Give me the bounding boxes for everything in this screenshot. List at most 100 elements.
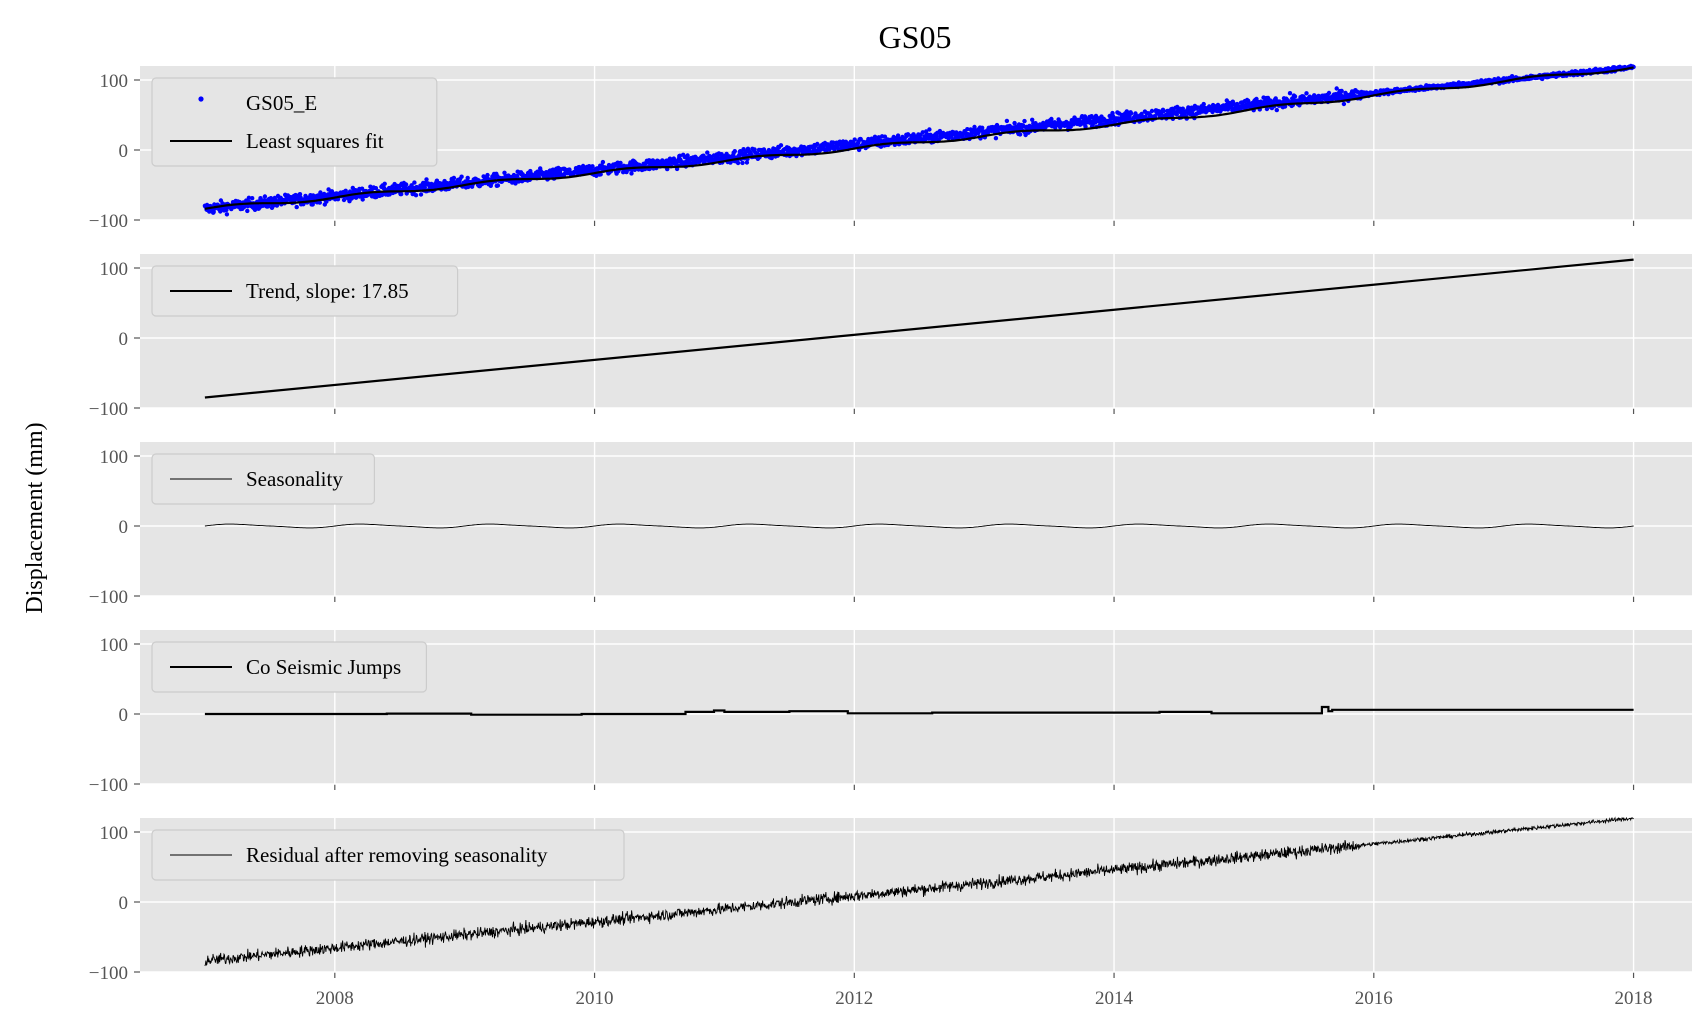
panel-trend: −100 0 100 Trend, slope: 17.85 [89,254,1692,420]
data-point [1292,94,1298,99]
data-point [382,181,387,186]
y-tick-label: −100 [89,963,128,984]
series-line [204,816,1634,967]
data-point [1083,124,1088,129]
data-point [1012,120,1017,126]
data-point [224,212,230,217]
legend-box [151,77,438,167]
data-point [1017,132,1023,137]
series-line [204,523,1634,529]
y-tick-label: 100 [100,823,129,844]
legend-box [151,641,427,693]
data-point [211,209,216,215]
legend-label: GS05_E [246,91,317,115]
y-tick-label: 0 [119,329,129,350]
y-tick-label: 100 [100,71,129,92]
data-point [905,132,911,137]
data-point [262,194,268,199]
data-point [360,197,365,202]
data-point [705,150,710,155]
x-tick-label: 2014 [1095,988,1134,1009]
data-point [1326,90,1332,96]
data-point [1030,117,1035,123]
data-point [891,134,896,140]
y-tick-label: −100 [89,399,128,420]
y-tick-label: 100 [100,447,129,468]
x-tick-label: 2018 [1615,988,1653,1009]
y-tick-label: 100 [100,259,129,280]
legend-label: Residual after removing seasonality [246,843,548,867]
legend-label: Co Seismic Jumps [246,655,401,679]
data-point [618,160,623,166]
data-point [317,200,322,205]
y-tick-label: 0 [119,141,129,162]
data-point [412,180,417,185]
data-point [1004,118,1010,124]
data-point [502,170,507,175]
legend-label: Trend, slope: 17.85 [246,279,409,303]
data-point [590,164,595,169]
data-point [882,134,888,139]
panel-residual: 2008 2010 2012 2014 2016 2018 −100 0 100 Residual… [89,816,1692,1009]
legend-label: Seasonality [246,467,343,491]
data-point [872,134,878,139]
data-point [815,141,820,147]
data-point [1339,88,1344,94]
data-point [685,153,690,158]
data-point [927,127,932,132]
x-tick-label: 2016 [1355,988,1393,1009]
y-tick-label: 100 [100,635,129,656]
data-point [895,133,901,138]
data-point [413,193,419,198]
data-point [831,140,836,145]
y-tick-label: 0 [119,517,129,538]
panel-jumps: −100 0 100 Co Seismic Jumps [89,630,1692,796]
panel-seasonality: −100 0 100 Seasonality [89,442,1692,608]
y-axis-label: Displacement (mm) [22,422,48,613]
data-point [920,130,925,135]
data-point [1161,108,1166,114]
data-point [485,172,490,178]
data-point [424,177,429,182]
data-point [451,175,457,181]
data-point [515,173,520,179]
y-tick-label: −100 [89,211,128,232]
legend-marker [198,96,204,102]
data-point [965,127,970,132]
data-point [1341,101,1347,107]
data-point [629,171,634,176]
data-point [1127,114,1132,119]
data-point [495,183,501,188]
data-point [373,186,379,191]
data-point [1304,91,1309,96]
data-point [677,153,683,158]
figure-title: GS05 [879,19,952,55]
data-point [852,137,857,142]
legend-box [151,265,459,317]
y-tick-label: −100 [89,775,128,796]
data-point [1264,106,1270,112]
series-line [204,66,1634,210]
plot-area [140,442,1692,596]
data-point [1082,114,1088,119]
data-point [245,208,250,214]
data-point [1334,86,1339,91]
data-point [250,196,255,201]
x-tick-label: 2012 [835,988,873,1009]
data-point [993,136,999,141]
data-point [980,125,985,130]
data-point [744,160,750,165]
data-point [1149,108,1155,114]
data-point [418,192,424,197]
data-point [923,129,929,134]
y-tick-label: 0 [119,705,129,726]
data-point [778,143,784,148]
data-point [1274,107,1280,113]
y-tick-label: −100 [89,587,128,608]
data-point [589,167,594,173]
data-point [1128,111,1134,116]
x-tick-label: 2008 [316,988,354,1009]
data-point [972,124,977,130]
data-point [858,136,863,142]
